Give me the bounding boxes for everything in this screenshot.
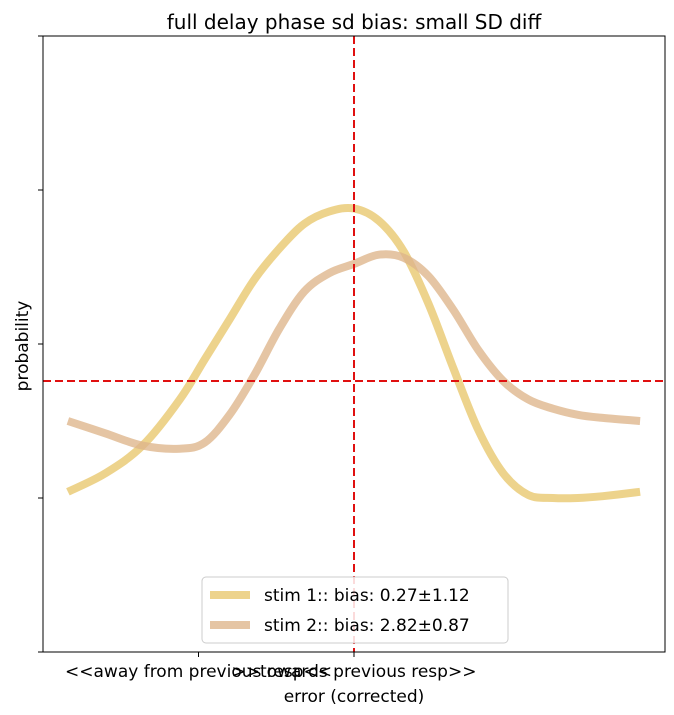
x-ticks: <<away from previous resp<<>>towards pre…	[65, 652, 476, 682]
legend-label-2: stim 2:: bias: 2.82±0.87	[264, 616, 470, 636]
x-axis-label: error (corrected)	[284, 687, 425, 707]
legend-box	[201, 576, 509, 644]
legend-label-1: stim 1:: bias: 0.27±1.12	[264, 586, 470, 606]
series-layer	[66, 203, 641, 503]
reference-lines	[43, 36, 665, 652]
y-ticks	[38, 35, 43, 653]
series-line-1	[66, 203, 641, 503]
x-tick-label: <<away from previous resp<<	[65, 662, 332, 682]
chart-title: full delay phase sd bias: small SD diff	[167, 10, 543, 34]
y-axis-label: probability	[13, 301, 33, 392]
x-tick-label: >>towards previous resp>>	[232, 662, 477, 682]
series-line-2	[66, 250, 641, 453]
